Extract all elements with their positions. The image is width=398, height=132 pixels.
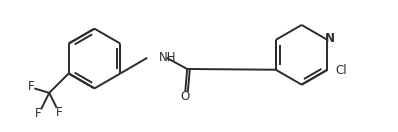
Text: F: F — [35, 107, 41, 119]
Text: F: F — [28, 80, 35, 93]
Text: F: F — [56, 106, 62, 119]
Text: N: N — [325, 32, 335, 44]
Text: Cl: Cl — [336, 64, 347, 77]
Text: NH: NH — [158, 51, 176, 64]
Text: O: O — [181, 90, 190, 103]
